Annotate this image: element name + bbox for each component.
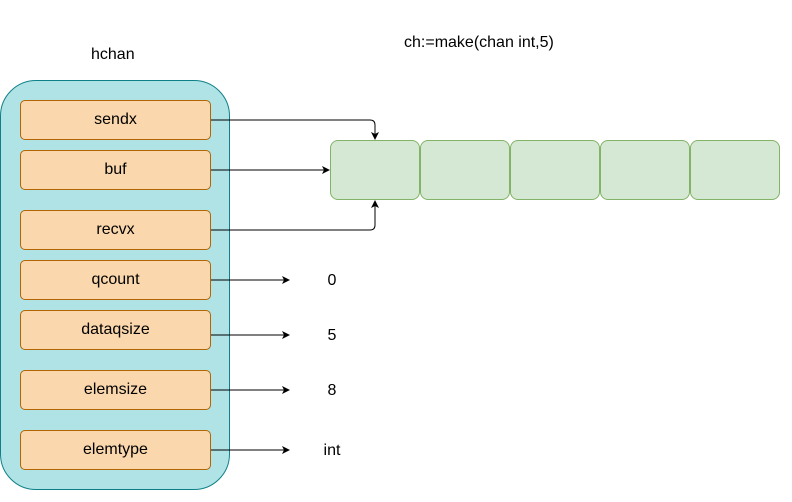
sendx-arrow [211, 120, 375, 139]
recvx-arrow [211, 201, 375, 230]
